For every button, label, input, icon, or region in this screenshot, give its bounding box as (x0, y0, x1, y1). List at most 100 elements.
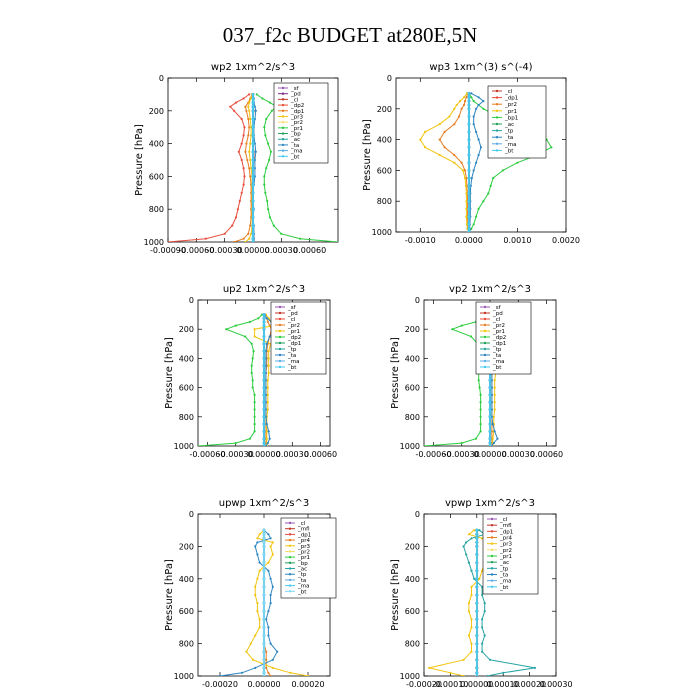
data-point (240, 671, 244, 674)
legend-marker (278, 335, 282, 339)
data-point (470, 642, 473, 645)
data-point (492, 415, 495, 418)
y-tick-label: 200 (179, 542, 194, 551)
data-point (475, 536, 479, 540)
series-line-pr1 (419, 93, 470, 232)
legend-marker (288, 527, 292, 530)
data-point (419, 138, 422, 141)
legend-entry: _dp1 (499, 529, 513, 535)
data-point (245, 142, 248, 145)
data-point (490, 401, 493, 404)
data-point (258, 533, 261, 536)
data-point (253, 105, 256, 108)
legend-marker (281, 155, 285, 158)
data-point (231, 224, 234, 227)
data-point (244, 105, 247, 108)
data-point (255, 93, 258, 96)
data-point (269, 545, 272, 548)
data-point (475, 626, 479, 629)
data-point (253, 415, 256, 418)
data-point (262, 650, 266, 654)
data-point (245, 650, 248, 653)
data-point (251, 150, 255, 154)
data-point (262, 324, 266, 327)
data-point (472, 115, 475, 118)
data-point (467, 561, 470, 564)
data-point (251, 109, 255, 113)
data-point (244, 240, 247, 242)
x-tick-label: 0.00020 (513, 680, 546, 689)
data-point (256, 577, 259, 580)
data-point (251, 207, 255, 211)
data-point (289, 671, 292, 674)
y-tick-label: 600 (405, 607, 420, 616)
data-point (467, 130, 471, 134)
data-point (465, 92, 468, 95)
legend-marker (278, 341, 282, 345)
legend-entry: _tp (287, 347, 297, 353)
data-point (265, 117, 268, 121)
data-point (250, 364, 253, 367)
x-tick-label: 0.00030 (539, 680, 572, 689)
legend: _cl_mfl_dp1_pr4_pr3_pr2_pr1_bp_ac_tp_ta_… (280, 517, 337, 599)
legend-entry: _ma (290, 149, 302, 155)
x-tick-label: 0.00060 (293, 246, 326, 255)
data-point (249, 117, 252, 121)
legend-entry: _pd (492, 311, 503, 317)
data-point (266, 320, 269, 323)
data-point (265, 437, 268, 440)
panel-3: vp2 1xm^2/s^3 Pressure [hPa] 0 200 400 600 800… (390, 284, 563, 459)
data-point (465, 200, 468, 203)
data-point (453, 107, 456, 110)
data-point (475, 107, 478, 110)
legend-entry: _sf (287, 305, 297, 311)
legend-marker (288, 544, 292, 547)
data-point (251, 224, 255, 228)
panel-0: wp2 1xm^2/s^3 Pressure [hPa] 0 200 400 600 800… (134, 62, 339, 255)
data-point (467, 533, 470, 536)
data-point (268, 437, 271, 440)
data-point (465, 207, 468, 210)
data-point (493, 379, 496, 382)
data-point (266, 401, 269, 404)
legend-entry: _ta (297, 578, 306, 584)
x-tick-label: 0.00030 (265, 246, 298, 255)
legend: _sf_pd_cl_pr2_pr1_dp2_dp1_tp_ta_ma_bt (475, 301, 532, 375)
y-tick-label: 400 (377, 136, 392, 145)
data-point (462, 103, 466, 107)
data-point (254, 666, 257, 670)
legend-marker (281, 98, 285, 101)
data-point (271, 585, 274, 589)
legend-marker (281, 115, 285, 118)
legend-entry: _pr2 (287, 323, 300, 329)
data-point (488, 658, 492, 661)
data-point (467, 192, 471, 195)
data-point (266, 408, 269, 411)
data-point (336, 240, 338, 242)
y-tick-label: 200 (405, 325, 420, 334)
legend-entry: _ta (504, 135, 513, 141)
data-point (438, 153, 441, 157)
legend-entry: _dp1 (290, 109, 304, 115)
series-line-dp2 (424, 314, 489, 446)
data-point (467, 222, 471, 226)
legend-entry: _pr2 (290, 120, 303, 126)
data-point (472, 223, 475, 226)
data-point (424, 444, 426, 446)
data-point (481, 642, 484, 645)
data-point (251, 134, 255, 137)
data-point (256, 537, 259, 540)
series-group (198, 313, 281, 446)
data-point (265, 658, 268, 661)
data-point (267, 569, 270, 572)
legend-marker (490, 585, 494, 589)
data-point (479, 393, 482, 396)
data-point (262, 415, 266, 419)
data-point (262, 666, 266, 670)
legend-marker (281, 149, 285, 152)
data-point (475, 609, 479, 613)
x-tick-label: -0.00030 (444, 450, 480, 459)
data-point (243, 126, 246, 129)
data-point (262, 364, 266, 368)
data-point (250, 342, 253, 345)
